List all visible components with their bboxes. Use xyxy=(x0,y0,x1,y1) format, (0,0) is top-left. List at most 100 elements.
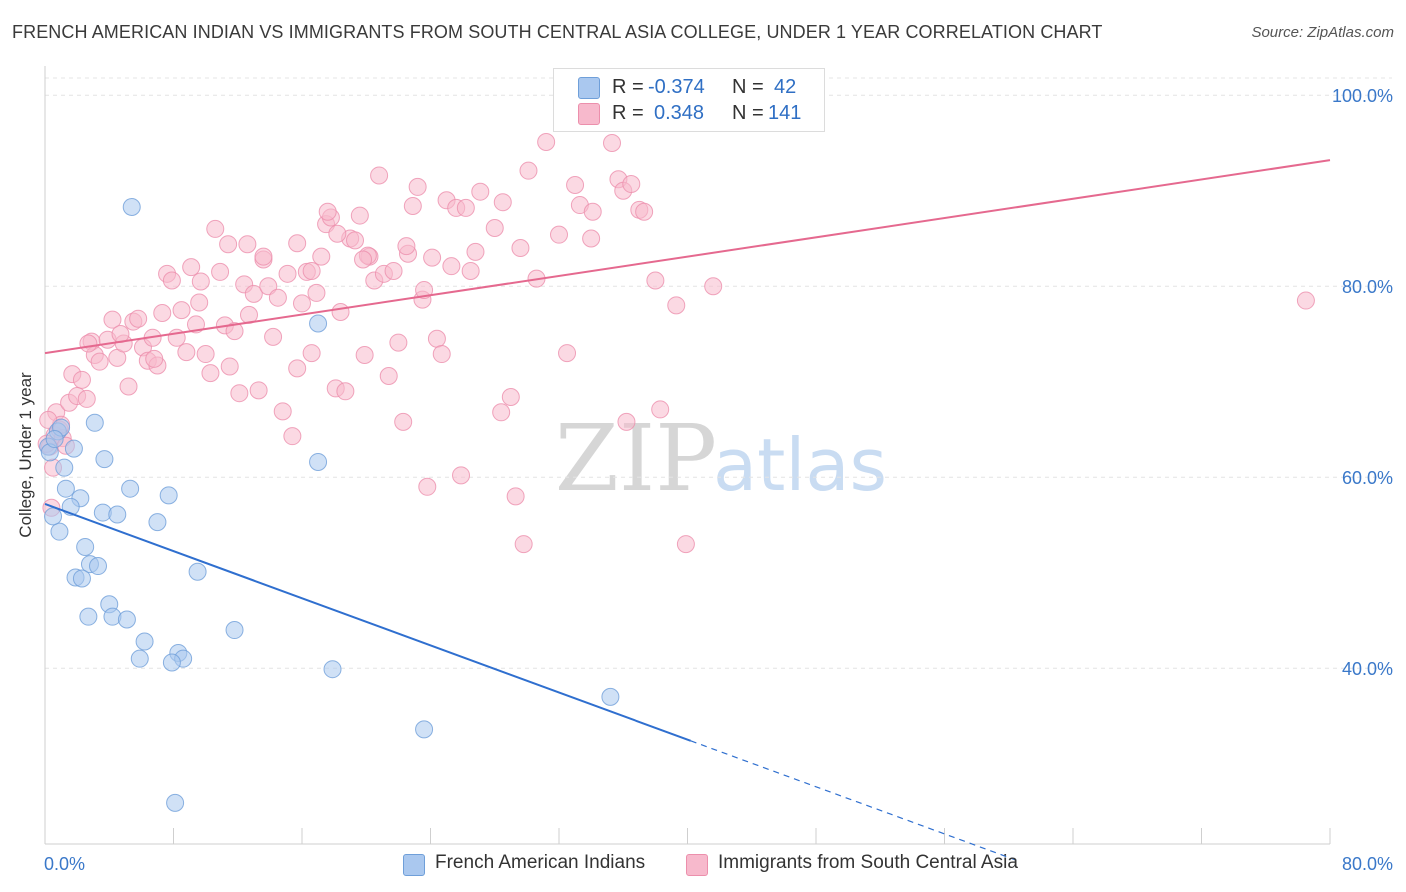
pink-data-point xyxy=(129,309,148,328)
pink-data-point xyxy=(582,229,601,248)
blue-data-point xyxy=(56,479,75,498)
pink-data-point xyxy=(452,466,471,485)
pink-data-point xyxy=(190,293,209,312)
blue-swatch xyxy=(578,77,600,99)
pink-data-point xyxy=(336,382,355,401)
pink-data-point xyxy=(219,235,238,254)
grid xyxy=(45,77,1392,669)
y-tick-label: 40.0% xyxy=(1342,659,1393,679)
pink-data-point xyxy=(603,133,622,152)
pink-data-point xyxy=(384,261,403,280)
legend-r-label: R = xyxy=(612,102,644,124)
watermark-atlas: atlas xyxy=(713,423,887,507)
pink-data-point xyxy=(676,535,695,554)
pink-data-point xyxy=(328,224,347,243)
pink-data-point xyxy=(704,277,723,296)
x-tick-label: 80.0% xyxy=(1342,854,1393,874)
y-axis-label: College, Under 1 year xyxy=(16,372,35,538)
pink-data-point xyxy=(79,334,98,353)
pink-data-point xyxy=(550,225,568,244)
blue-data-point xyxy=(89,557,108,576)
stats-legend: R = -0.374 N = 42 R = 0.348 N = 141 xyxy=(553,68,825,132)
pink-data-point xyxy=(288,359,307,378)
pink-data-point xyxy=(646,271,665,290)
pink-data-point xyxy=(172,301,191,320)
pink-data-point xyxy=(408,177,427,196)
pink-data-point xyxy=(268,288,287,307)
blue-data-point xyxy=(85,413,104,432)
pink-data-point xyxy=(211,262,230,281)
pink-data-point xyxy=(389,333,408,352)
pink-data-point xyxy=(418,477,437,496)
pink-data-point xyxy=(288,234,307,253)
pink-data-point xyxy=(506,487,525,506)
pink-data-point xyxy=(90,352,109,371)
blue-data-point xyxy=(50,522,69,541)
blue-data-point xyxy=(44,507,63,526)
blue-trend-line xyxy=(44,503,692,742)
pink-data-point xyxy=(461,261,480,280)
blue-swatch xyxy=(403,854,425,876)
pink-data-point xyxy=(403,197,422,216)
pink-data-point xyxy=(201,364,220,383)
pink-data-point xyxy=(254,247,273,266)
tick-labels: 100.0% 80.0% 60.0% 40.0% 0.0% 80.0% xyxy=(44,86,1393,874)
pink-swatch xyxy=(686,854,708,876)
pink-data-point xyxy=(119,377,138,396)
pink-data-point xyxy=(355,345,374,364)
pink-data-point xyxy=(206,219,225,238)
pink-data-point xyxy=(1296,291,1315,310)
pink-data-point xyxy=(456,198,475,217)
pink-data-point xyxy=(514,535,533,554)
blue-data-point xyxy=(72,569,91,588)
pink-data-point xyxy=(191,272,210,291)
pink-data-point xyxy=(302,344,321,363)
blue-data-point xyxy=(166,793,185,812)
blue-data-point xyxy=(95,450,114,469)
pink-data-point xyxy=(145,349,164,368)
legend-item-label: Immigrants from South Central Asia xyxy=(718,852,1018,873)
pink-swatch xyxy=(578,103,600,125)
pink-data-point xyxy=(501,388,520,407)
pink-data-point xyxy=(318,202,337,221)
pink-data-point xyxy=(537,133,556,152)
blue-data-point xyxy=(148,513,167,532)
pink-data-point xyxy=(283,427,302,446)
chart-title: FRENCH AMERICAN INDIAN VS IMMIGRANTS FRO… xyxy=(12,22,1103,42)
pink-data-point xyxy=(302,261,321,280)
pink-data-point xyxy=(379,367,398,386)
pink-trend-line xyxy=(44,159,1331,355)
blue-data-point xyxy=(122,197,141,216)
x-tick-label: 0.0% xyxy=(44,854,85,874)
pink-data-point xyxy=(264,327,283,346)
pink-data-point xyxy=(278,264,297,283)
blue-data-point xyxy=(135,632,154,651)
pink-data-point xyxy=(177,343,196,362)
pink-data-point xyxy=(427,329,446,348)
pink-data-point xyxy=(511,239,530,258)
legend-n-value: 42 xyxy=(774,76,797,98)
pink-data-point xyxy=(186,315,205,334)
pink-data-point xyxy=(432,345,451,364)
pink-data-point xyxy=(331,303,350,322)
blue-data-point xyxy=(55,458,74,477)
blue-data-point xyxy=(415,720,434,739)
pink-data-point xyxy=(220,357,239,376)
y-tick-label: 60.0% xyxy=(1342,468,1393,488)
blue-data-point xyxy=(309,314,328,333)
watermark-zip: ZIP xyxy=(555,405,717,512)
legend-r-value: 0.348 xyxy=(654,102,705,124)
pink-data-point xyxy=(153,303,172,322)
pink-data-point xyxy=(558,344,577,363)
pink-data-point xyxy=(370,166,389,185)
pink-data-point xyxy=(103,310,122,329)
blue-data-point xyxy=(601,687,620,706)
legend-r-label: R = xyxy=(612,76,644,98)
blue-data-point xyxy=(225,621,244,640)
pink-data-point xyxy=(397,237,416,256)
pink-data-point xyxy=(442,257,461,276)
pink-data-point xyxy=(346,231,365,250)
pink-data-point xyxy=(350,206,369,225)
blue-data-point xyxy=(64,439,83,458)
